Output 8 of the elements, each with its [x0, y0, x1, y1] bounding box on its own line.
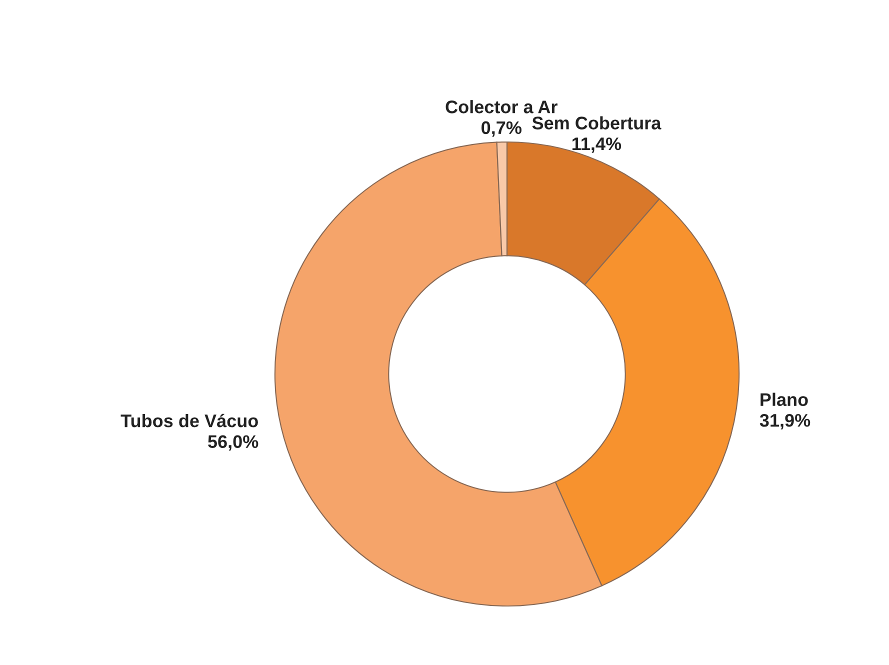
data-label: 11,4% — [572, 137, 622, 153]
data-label: 0,7% — [482, 121, 522, 137]
slice-label: Tubos de Vácuo — [120, 414, 258, 428]
data-label: 31,9% — [760, 414, 810, 430]
slice-label: Plano — [760, 392, 808, 406]
slice-label: Sem Cobertura — [532, 116, 662, 130]
slice-label: Colector a Ar — [446, 100, 558, 114]
data-label: 56,0% — [208, 435, 258, 451]
